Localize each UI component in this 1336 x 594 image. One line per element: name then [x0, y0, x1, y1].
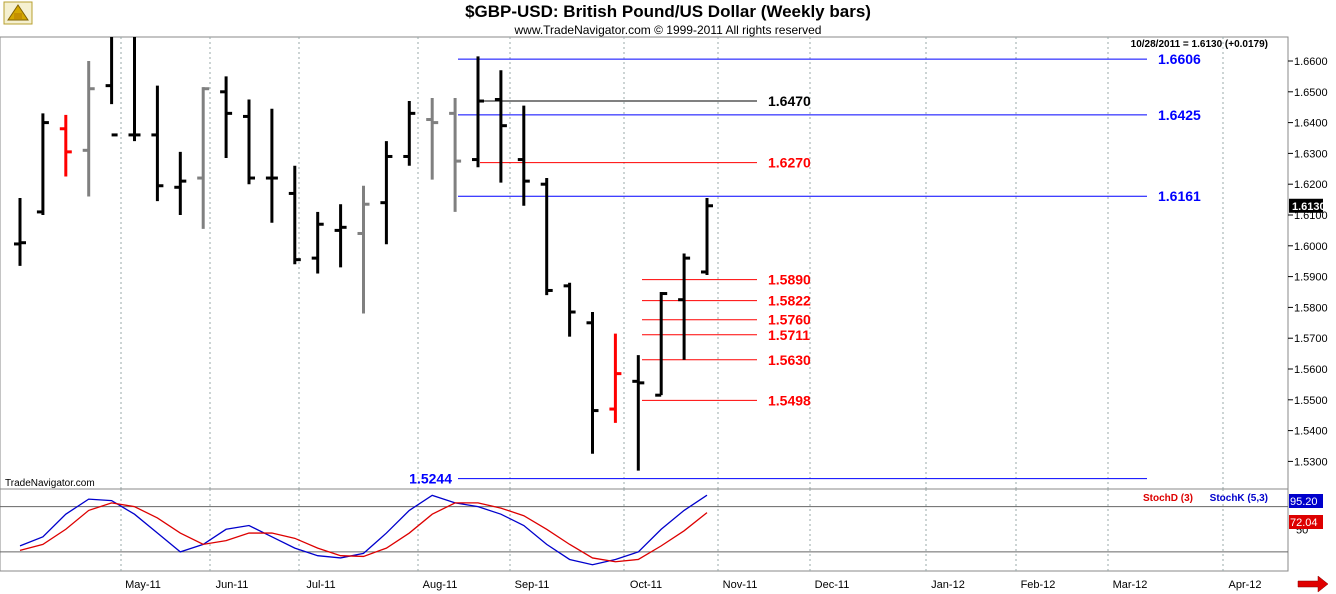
price-axis-tick-label: 1.6600 — [1294, 56, 1328, 68]
x-axis-tick-label: Nov-11 — [723, 579, 758, 591]
last-price-label: 1.6130 — [1292, 201, 1326, 213]
stochastic-value-label: 95.20 — [1290, 496, 1318, 508]
stochastic-value-box — [1289, 515, 1323, 529]
x-axis-tick-label: May-11 — [125, 579, 161, 591]
price-axis-tick-label: 1.6000 — [1294, 241, 1328, 253]
x-axis-tick-label: Feb-12 — [1021, 579, 1056, 591]
price-level-label: 1.6425 — [1158, 107, 1201, 123]
x-axis-tick-label: Jan-12 — [931, 579, 965, 591]
price-axis-tick-label: 1.5700 — [1294, 333, 1328, 345]
stochastic-legend: StochD (3) StochK (5,3) — [1143, 493, 1268, 504]
price-level-label: 1.5244 — [409, 471, 452, 487]
x-axis-tick-label: Dec-11 — [815, 579, 850, 591]
x-axis: May-11 Jun-11 Jul-11 Aug-11 Sep-11 Oct-11 Nov-… — [125, 579, 1261, 591]
last-price-box — [1289, 198, 1323, 213]
price-axis-tick-label: 1.6400 — [1294, 118, 1328, 130]
price-level-label: 1.5711 — [768, 327, 810, 343]
price-axis-tick-label: 1.5900 — [1294, 272, 1328, 284]
stochastic-grid — [0, 489, 1288, 571]
chart-title: $GBP-USD: British Pound/US Dollar (Weekl… — [465, 2, 871, 21]
price-axis-tick-label: 1.6200 — [1294, 179, 1328, 191]
x-axis-tick-label: Mar-12 — [1113, 579, 1148, 591]
x-axis-tick-label: Oct-11 — [630, 579, 662, 591]
price-panel-frame — [0, 36, 1289, 490]
price-level-label: 1.6470 — [768, 93, 811, 109]
x-axis-tick-label: Sep-11 — [515, 579, 550, 591]
x-axis-tick-label: Jun-11 — [216, 579, 249, 591]
copyright-text: www.TradeNavigator.com © 1999-2011 All r… — [514, 23, 822, 37]
stochastic-value-label: 72.04 — [1290, 517, 1318, 529]
price-axis-tick-label: 1.6500 — [1294, 87, 1328, 99]
price-level-label: 1.5630 — [768, 352, 811, 368]
stochastic-lines — [19, 494, 708, 566]
price-axis-tick-label: 1.6100 — [1294, 210, 1328, 222]
stochastic-value-box — [1289, 494, 1323, 508]
stochastic-legend-entry: StochD (3) — [1143, 493, 1193, 504]
price-level-label: 1.5498 — [768, 392, 811, 408]
price-bars — [14, 37, 713, 471]
price-axis-tick-label: 1.6300 — [1294, 148, 1328, 160]
price-level-label: 1.5760 — [768, 312, 811, 328]
watermark-text: TradeNavigator.com — [5, 478, 95, 489]
price-level-label: 1.6606 — [1158, 51, 1201, 67]
price-level-label: 1.6161 — [1158, 188, 1201, 204]
stochastic-series-line — [19, 494, 708, 566]
last-price-info: 10/28/2011 = 1.6130 (+0.0179) — [1131, 39, 1268, 50]
price-level-label: 1.5822 — [768, 293, 811, 309]
price-grid — [120, 37, 1224, 489]
stochastic-series-line — [19, 502, 708, 563]
price-levels: 1.6606 1.6470 1.6425 1.6270 1.6161 1.5890 1.58… — [409, 51, 1201, 486]
trade-navigator-logo-icon — [3, 1, 33, 25]
price-axis-tick-label: 1.5300 — [1294, 456, 1328, 468]
price-axis: 1.5300 1.5400 1.5500 1.5600 1.5700 1.5800 1.59… — [1287, 37, 1328, 489]
x-axis-tick-label: Apr-12 — [1228, 579, 1261, 591]
price-level-label: 1.6270 — [768, 155, 811, 171]
x-axis-tick-label: Jul-11 — [306, 579, 335, 591]
price-axis-tick-label: 1.5600 — [1294, 364, 1328, 376]
x-axis-tick-label: Aug-11 — [423, 579, 458, 591]
price-axis-tick-label: 1.5800 — [1294, 302, 1328, 314]
price-axis-tick-label: 1.5400 — [1294, 426, 1328, 438]
stochastic-panel-frame — [0, 488, 1289, 572]
price-level-label: 1.5890 — [768, 272, 811, 288]
stochastic-legend-entry: StochK (5,3) — [1210, 493, 1268, 504]
scroll-right-arrow-icon[interactable] — [1297, 575, 1329, 593]
price-panel: 1.6606 1.6470 1.6425 1.6270 1.6161 1.5890 1.58… — [0, 36, 1289, 490]
price-axis-tick-label: 1.5500 — [1294, 395, 1328, 407]
